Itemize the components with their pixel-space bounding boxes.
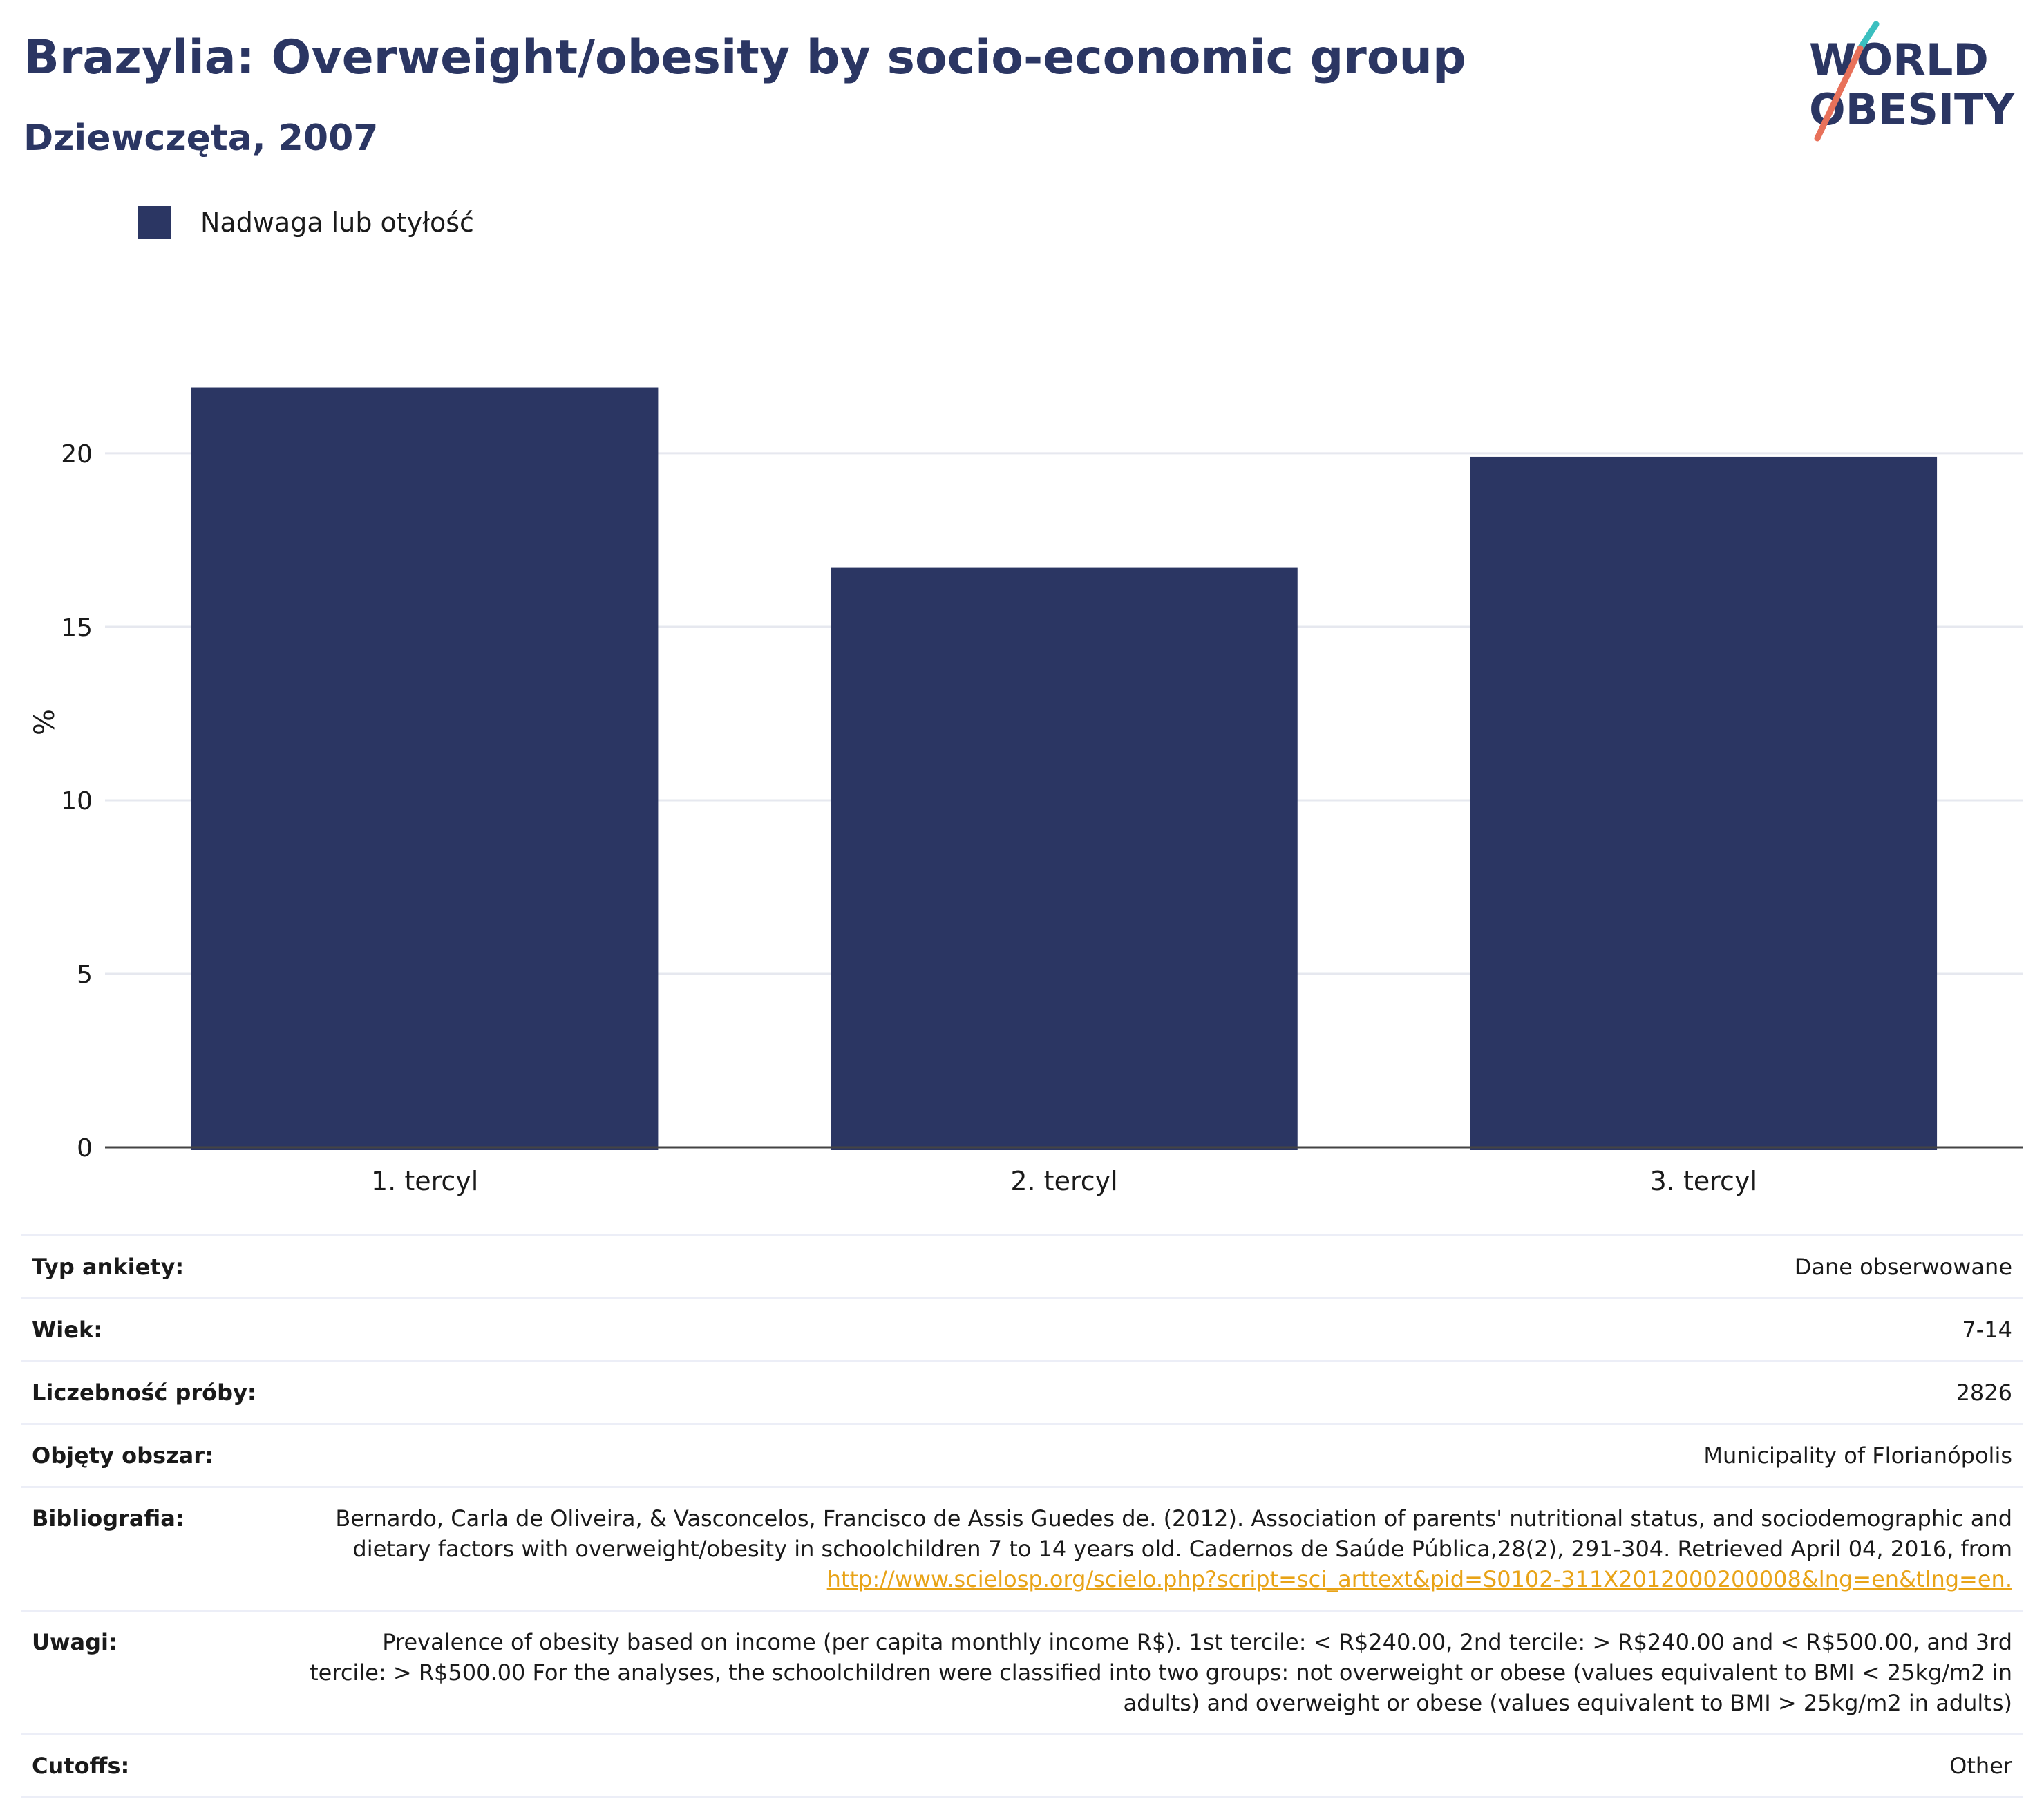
page-subtitle: Dziewczęta, 2007	[23, 117, 379, 159]
y-tick-label: 10	[61, 787, 93, 816]
y-tick-label: 15	[61, 614, 93, 642]
bar-chart: 0 5 10 15 20 1. tercyl 2. tercyl 3. tercyl%	[29, 387, 2023, 1196]
info-label: Uwagi:	[21, 1610, 292, 1735]
svg-text:WORLD: WORLD	[1809, 35, 1989, 85]
bar[interactable]	[831, 567, 1298, 1150]
y-tick-label: 20	[61, 440, 93, 469]
legend-swatch	[138, 206, 171, 239]
y-tick-label: 5	[77, 961, 93, 989]
info-value: Other	[292, 1733, 2023, 1798]
info-label: Objęty obszar:	[21, 1423, 292, 1487]
bar[interactable]	[191, 387, 659, 1150]
info-value: Dane obserwowane	[292, 1234, 2023, 1299]
info-row-sample-size: Liczebność próby: 2826	[21, 1360, 2023, 1424]
world-obesity-logo: WORLD OBESITY	[1809, 21, 2015, 142]
chart-legend: Nadwaga lub otyłość	[138, 206, 474, 239]
info-label: Bibliografia:	[21, 1486, 292, 1611]
info-label: Liczebność próby:	[21, 1360, 292, 1424]
info-row-bibliography: Bibliografia: Bernardo, Carla de Oliveir…	[21, 1486, 2023, 1611]
page-title: Brazylia: Overweight/obesity by socio-ec…	[23, 30, 1466, 85]
legend-label: Nadwaga lub otyłość	[200, 207, 474, 238]
info-value: 2826	[292, 1360, 2023, 1424]
info-value: 7-14	[292, 1297, 2023, 1362]
info-row-survey-type: Typ ankiety: Dane obserwowane	[21, 1234, 2023, 1299]
info-row-area: Objęty obszar: Municipality of Florianóp…	[21, 1423, 2023, 1487]
x-tick-label: 2. tercyl	[1010, 1166, 1117, 1196]
bars	[191, 387, 1938, 1150]
y-axis-label: %	[29, 709, 61, 735]
bar[interactable]	[1470, 456, 1938, 1150]
axis-labels: 0 5 10 15 20 1. tercyl 2. tercyl 3. tercyl%	[29, 440, 1757, 1196]
info-value: Prevalence of obesity based on income (p…	[292, 1610, 2023, 1735]
bibliography-text: Bernardo, Carla de Oliveira, & Vasconcel…	[335, 1505, 2012, 1562]
info-label: Typ ankiety:	[21, 1234, 292, 1299]
info-label: Wiek:	[21, 1297, 292, 1362]
info-value: Municipality of Florianópolis	[292, 1423, 2023, 1487]
x-tick-label: 3. tercyl	[1650, 1166, 1757, 1196]
svg-text:OBESITY: OBESITY	[1809, 84, 2015, 135]
info-value: Bernardo, Carla de Oliveira, & Vasconcel…	[292, 1486, 2023, 1611]
bibliography-link[interactable]: http://www.scielosp.org/scielo.php?scrip…	[826, 1566, 2012, 1592]
y-tick-label: 0	[77, 1134, 93, 1162]
info-label: Cutoffs:	[21, 1733, 292, 1798]
info-row-notes: Uwagi: Prevalence of obesity based on in…	[21, 1610, 2023, 1735]
info-row-age: Wiek: 7-14	[21, 1297, 2023, 1362]
info-table: Typ ankiety: Dane obserwowane Wiek: 7-14…	[21, 1234, 2023, 1798]
info-row-cutoffs: Cutoffs: Other	[21, 1733, 2023, 1798]
x-tick-label: 1. tercyl	[371, 1166, 478, 1196]
